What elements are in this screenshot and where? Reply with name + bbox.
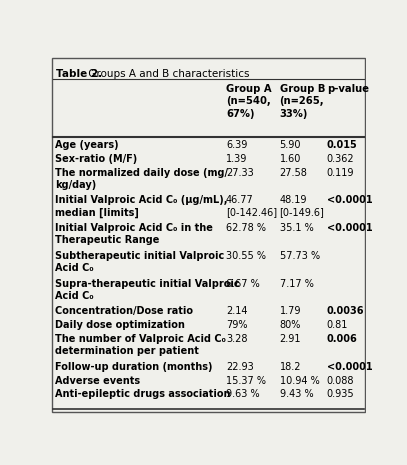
Text: 80%: 80%	[280, 320, 301, 330]
Text: 57.73 %: 57.73 %	[280, 251, 319, 261]
Text: 0.362: 0.362	[327, 154, 354, 164]
Text: 62.78 %: 62.78 %	[226, 223, 266, 233]
Text: Initial Valproic Acid C₀ (μg/mL),
median [limits]: Initial Valproic Acid C₀ (μg/mL), median…	[55, 195, 227, 218]
Text: 1.79: 1.79	[280, 306, 301, 316]
Text: 46.77
[0-142.46]: 46.77 [0-142.46]	[226, 195, 277, 217]
Text: Group B
(n=265,
33%): Group B (n=265, 33%)	[280, 84, 325, 119]
Text: Daily dose optimization: Daily dose optimization	[55, 320, 184, 330]
Text: 15.37 %: 15.37 %	[226, 376, 266, 385]
Text: Subtherapeutic initial Valproic
Acid C₀: Subtherapeutic initial Valproic Acid C₀	[55, 251, 224, 273]
Text: Groups A and B characteristics: Groups A and B characteristics	[85, 69, 249, 79]
Text: Follow-up duration (months): Follow-up duration (months)	[55, 362, 212, 372]
Text: The number of Valproic Acid C₀
determination per patient: The number of Valproic Acid C₀ determina…	[55, 334, 225, 356]
Text: Adverse events: Adverse events	[55, 376, 140, 385]
FancyBboxPatch shape	[53, 58, 365, 412]
Text: Age (years): Age (years)	[55, 140, 118, 150]
Text: 7.17 %: 7.17 %	[280, 279, 313, 288]
Text: Supra-therapeutic initial Valproic
Acid C₀: Supra-therapeutic initial Valproic Acid …	[55, 279, 239, 300]
Text: 1.60: 1.60	[280, 154, 301, 164]
Text: 6.67 %: 6.67 %	[226, 279, 260, 288]
Text: Sex-ratio (M/F): Sex-ratio (M/F)	[55, 154, 137, 164]
Text: 0.088: 0.088	[327, 376, 354, 385]
Text: 35.1 %: 35.1 %	[280, 223, 313, 233]
Text: 10.94 %: 10.94 %	[280, 376, 319, 385]
Text: Initial Valproic Acid C₀ in the
Therapeutic Range: Initial Valproic Acid C₀ in the Therapeu…	[55, 223, 212, 245]
Text: 0.119: 0.119	[327, 168, 354, 178]
Text: 22.93: 22.93	[226, 362, 254, 372]
Text: 9.63 %: 9.63 %	[226, 389, 260, 399]
Text: 2.14: 2.14	[226, 306, 247, 316]
Text: Concentration/Dose ratio: Concentration/Dose ratio	[55, 306, 193, 316]
Text: 2.91: 2.91	[280, 334, 301, 344]
Text: 79%: 79%	[226, 320, 247, 330]
Text: 6.39: 6.39	[226, 140, 247, 150]
Text: 30.55 %: 30.55 %	[226, 251, 266, 261]
Text: 5.90: 5.90	[280, 140, 301, 150]
Text: The normalized daily dose (mg/
kg/day): The normalized daily dose (mg/ kg/day)	[55, 168, 228, 190]
Text: 9.43 %: 9.43 %	[280, 389, 313, 399]
Text: 18.2: 18.2	[280, 362, 301, 372]
Text: 1.39: 1.39	[226, 154, 247, 164]
Text: p-value: p-value	[327, 84, 369, 94]
Text: 0.006: 0.006	[327, 334, 358, 344]
Text: 3.28: 3.28	[226, 334, 247, 344]
Text: 0.0036: 0.0036	[327, 306, 364, 316]
Text: Table 2.: Table 2.	[56, 69, 102, 79]
Text: 0.81: 0.81	[327, 320, 348, 330]
Text: <0.0001: <0.0001	[327, 362, 372, 372]
Text: 48.19
[0-149.6]: 48.19 [0-149.6]	[280, 195, 324, 217]
Text: Anti-epileptic drugs association: Anti-epileptic drugs association	[55, 389, 230, 399]
Text: <0.0001: <0.0001	[327, 195, 372, 206]
Text: <0.0001: <0.0001	[327, 223, 372, 233]
Text: 0.935: 0.935	[327, 389, 354, 399]
Text: 27.58: 27.58	[280, 168, 307, 178]
Text: 27.33: 27.33	[226, 168, 254, 178]
Text: Group A
(n=540,
67%): Group A (n=540, 67%)	[226, 84, 271, 119]
Text: 0.015: 0.015	[327, 140, 358, 150]
